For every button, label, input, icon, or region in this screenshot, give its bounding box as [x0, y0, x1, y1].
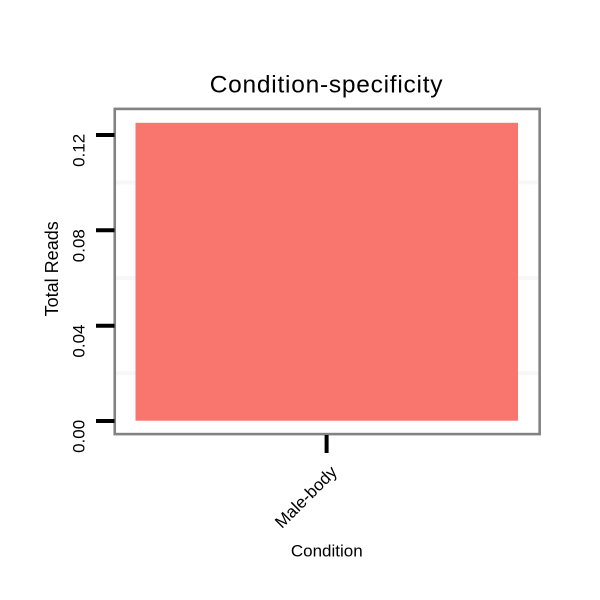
svg-text:0.00: 0.00 — [70, 420, 89, 453]
svg-text:0.12: 0.12 — [70, 134, 89, 167]
svg-text:Total Reads: Total Reads — [42, 221, 62, 316]
svg-text:0.08: 0.08 — [70, 229, 89, 262]
svg-text:Condition-specificity: Condition-specificity — [210, 71, 444, 98]
svg-text:Condition: Condition — [291, 541, 363, 560]
svg-text:0.04: 0.04 — [70, 325, 89, 358]
